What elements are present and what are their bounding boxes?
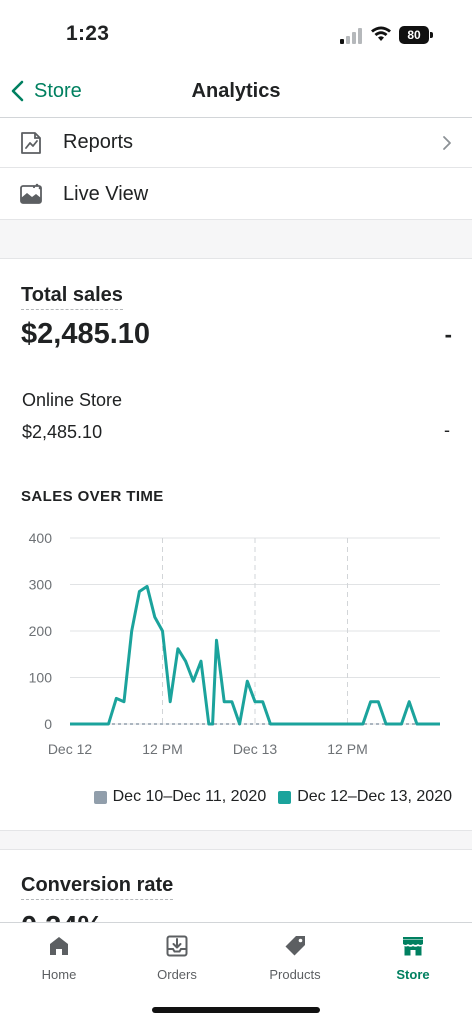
series-line-current [70,584,440,726]
chart-trend-icon [21,131,41,154]
cellular-signal-icon [340,28,362,44]
tab-label: Store [396,967,430,982]
section-divider [0,219,472,259]
total-sales-title[interactable]: Total sales [21,284,123,310]
legend-item-current: Dec 12–Dec 13, 2020 [278,788,452,806]
section-divider [0,830,472,850]
wifi-icon [371,26,391,41]
tab-label: Products [269,967,321,982]
tab-label: Orders [157,967,197,982]
y-tick-label: 0 [44,716,52,732]
tab-store[interactable]: Store [354,923,472,993]
reports-row[interactable]: Reports [0,118,472,168]
status-bar: 1:23 80 [0,0,472,64]
reports-label: Reports [63,131,134,153]
navigation-bar: Store Analytics [0,64,472,118]
channel-label: Online Store [22,390,123,410]
conversion-rate-value: 0.24% [21,908,103,922]
legend-swatch-current [278,790,292,804]
tab-home[interactable]: Home [0,923,118,993]
x-tick-label: 12 PM [142,741,182,757]
chart-legend: Dec 10–Dec 11, 2020 Dec 12–Dec 13, 2020 [82,788,452,806]
store-icon [403,937,423,956]
sales-over-time-chart: 0 100 200 300 400 Dec 12 12 PM Dec 13 12 PM [29,530,440,757]
x-tick-label: 12 PM [327,741,367,757]
x-tick-label: Dec 13 [233,741,278,757]
x-tick-label: Dec 12 [48,741,93,757]
orders-icon [166,935,188,957]
y-tick-label: 400 [29,530,53,546]
channel-change: - [444,420,450,440]
legend-label-previous: Dec 10–Dec 11, 2020 [112,788,267,805]
y-tick-label: 100 [29,670,53,686]
tag-icon [285,936,305,956]
chevron-right-icon [443,135,451,150]
live-view-row[interactable]: Live View [0,169,472,219]
chevron-left-icon [11,80,24,102]
chart-title: SALES OVER TIME [21,488,164,505]
live-view-icon [20,183,42,204]
legend-label-current: Dec 12–Dec 13, 2020 [297,788,452,805]
battery-level: 80 [399,26,429,44]
back-button[interactable]: Store [10,78,82,104]
conversion-rate-title[interactable]: Conversion rate [21,874,174,900]
tab-products[interactable]: Products [236,923,354,993]
home-icon [50,937,68,955]
legend-item-previous: Dec 10–Dec 11, 2020 [93,788,267,806]
back-label: Store [34,79,82,102]
tab-label: Home [41,967,77,982]
battery-icon: 80 [399,26,433,44]
y-tick-label: 200 [29,623,53,639]
tab-bar: Home Orders Products Store [0,922,472,1023]
home-indicator [152,1007,320,1013]
total-sales-change: - [444,322,452,347]
y-tick-label: 300 [29,577,53,593]
live-view-label: Live View [63,182,149,205]
legend-swatch-previous [93,790,107,804]
page-title: Analytics [191,80,281,102]
status-time: 1:23 [66,22,110,45]
tab-orders[interactable]: Orders [118,923,236,993]
channel-value: $2,485.10 [22,422,103,442]
total-sales-value: $2,485.10 [21,318,151,350]
